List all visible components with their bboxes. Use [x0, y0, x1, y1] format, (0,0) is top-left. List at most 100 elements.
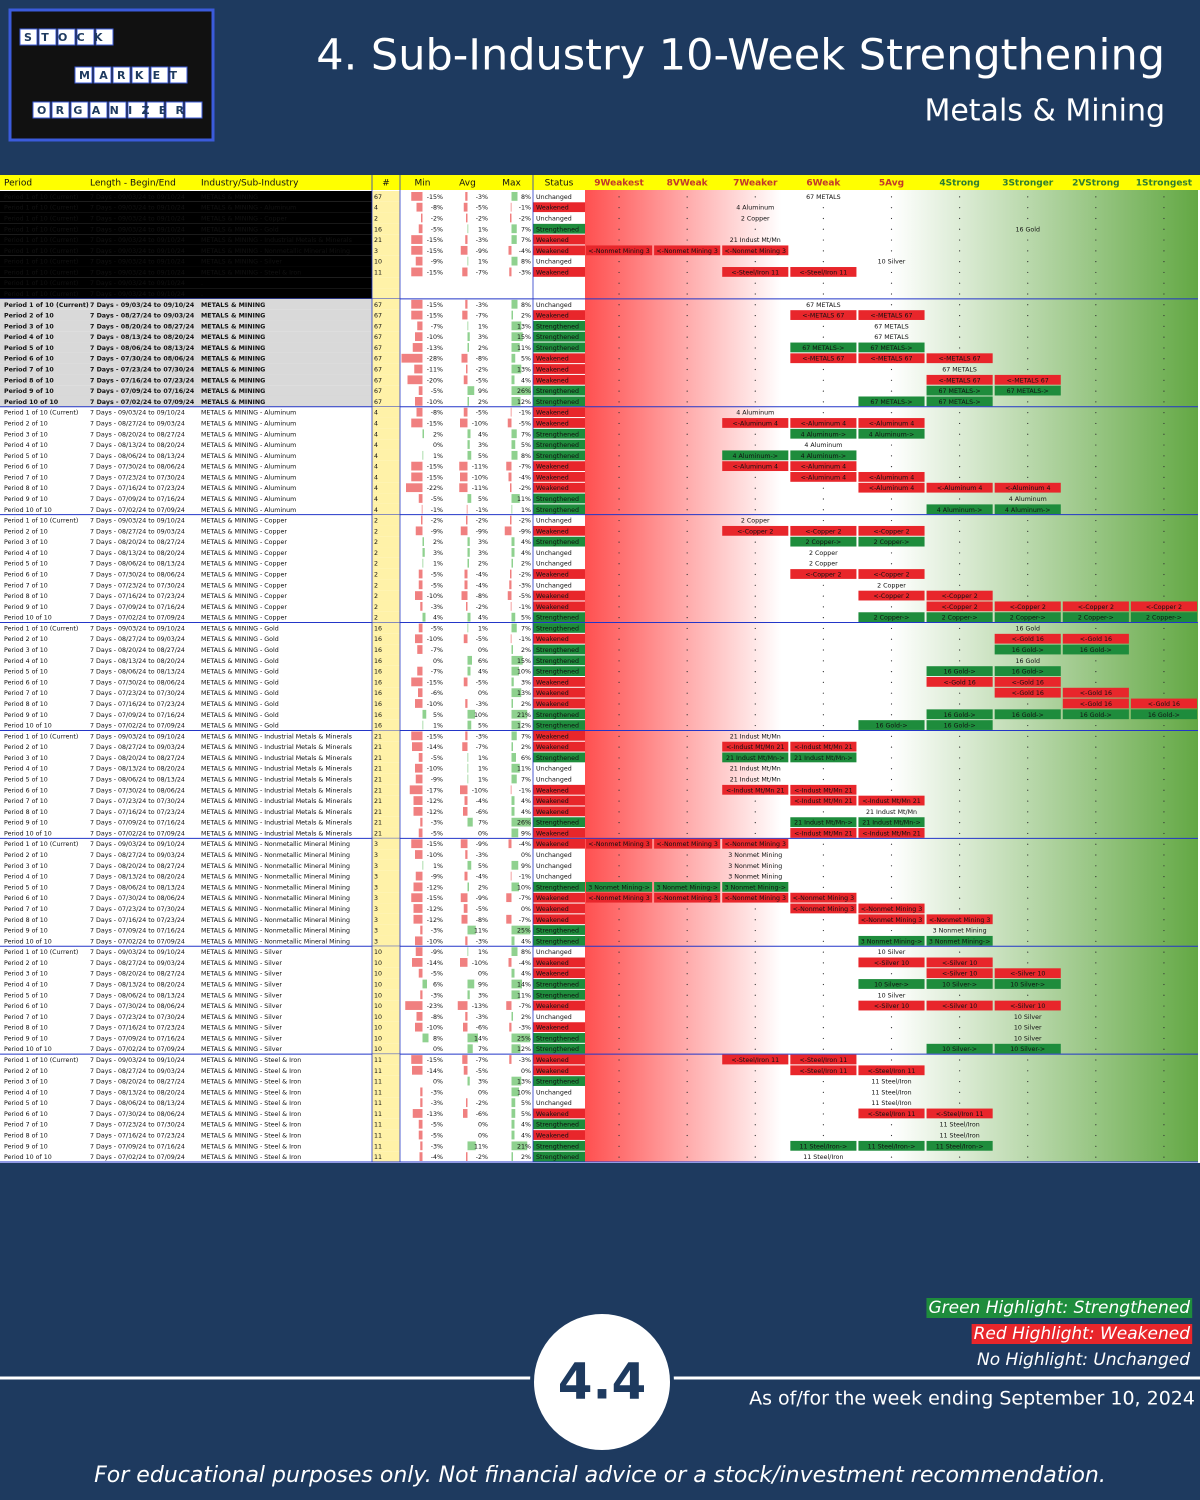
empty-dot [959, 843, 961, 845]
empty-dot [1095, 509, 1097, 511]
stat-bar [511, 990, 520, 1000]
empty-dot [959, 649, 961, 651]
rank-highlight [994, 385, 1061, 396]
rank-highlight [654, 838, 721, 849]
stat: -8% [476, 593, 488, 600]
count-bg [372, 827, 400, 839]
rank-highlight [858, 935, 925, 946]
stat-bar [413, 882, 423, 892]
empty-dot [686, 994, 688, 996]
empty-dot [1163, 843, 1165, 845]
empty-dot [1027, 239, 1029, 241]
stat: -7% [431, 647, 443, 654]
cell: 7 Days - 08/20/24 to 08/27/24 [90, 971, 185, 978]
rank-cell: 10 Silver-> [1010, 1046, 1045, 1053]
cell: 21 [374, 755, 382, 762]
empty-dot [1027, 261, 1029, 263]
stat-bar [511, 688, 522, 698]
empty-dot [822, 336, 824, 338]
stat: -7% [519, 895, 531, 902]
status-bg [533, 979, 585, 989]
count-bg [372, 903, 400, 914]
cell: 11 [374, 1122, 382, 1129]
empty-dot [686, 973, 688, 975]
stat-bar [466, 515, 468, 525]
empty-dot [1163, 509, 1165, 511]
count-bg [372, 493, 400, 504]
rank-cell: 16 Gold-> [1012, 647, 1044, 654]
rank-cell: 4 Aluminum-> [801, 453, 847, 460]
rank-cell: <-Aluminum 4 [733, 420, 778, 427]
stat: -4% [519, 474, 531, 481]
rank-cell: 3 Nonmet Mining-> [929, 938, 991, 945]
rank-cell: 16 Gold-> [1012, 669, 1044, 676]
cell: 11 [374, 1111, 382, 1118]
stat-bar [466, 213, 468, 223]
empty-dot [822, 940, 824, 942]
stat-bar [511, 1098, 516, 1108]
stat: -15% [427, 248, 443, 255]
summary-bg [0, 266, 372, 278]
cell: 2 [374, 539, 378, 546]
rank-highlight [858, 903, 925, 914]
stat-bar [510, 213, 512, 223]
stat: -2% [519, 485, 531, 492]
rank-highlight [858, 828, 925, 838]
stat-bar [511, 968, 515, 978]
status: Weakened [536, 485, 569, 492]
empty-dot [1095, 1037, 1097, 1040]
stat: -1% [519, 410, 531, 417]
empty-dot [754, 1048, 756, 1050]
empty-dot [822, 843, 824, 845]
rank-cell: <-Nonmet Mining 3 [793, 906, 855, 913]
stat-bar [463, 1022, 468, 1032]
cell: Period 3 of 10 [4, 755, 48, 762]
rank-cell: 21 Indust Mt/Mn [730, 237, 781, 244]
empty-dot [1095, 1005, 1097, 1007]
empty-dot [618, 1070, 620, 1072]
rank-highlight [586, 245, 653, 256]
status: Weakened [536, 528, 569, 535]
empty-dot [822, 1048, 824, 1050]
empty-dot [1027, 217, 1029, 220]
status-bg [533, 741, 585, 752]
cell: 7 Days - 08/20/24 to 08/27/24 [90, 539, 185, 546]
stat-bar [511, 310, 513, 320]
empty-dot [618, 325, 620, 327]
rank-cell: <-Gold 16 [1012, 679, 1044, 686]
empty-dot [890, 703, 893, 705]
cell: 21 [374, 766, 382, 773]
empty-dot [754, 1145, 756, 1147]
empty-dot [959, 217, 961, 220]
stat: -15% [427, 1057, 443, 1064]
rank-highlight [790, 461, 857, 472]
rank-cell: 21 Indust Mt/Mn [866, 809, 917, 816]
cell: 67 [374, 399, 382, 406]
empty-dot [618, 735, 620, 737]
stat-bar [511, 537, 515, 547]
stat-bar [465, 850, 468, 859]
stat: 0% [478, 690, 488, 697]
rank-cell: 4 Aluminum-> [801, 431, 847, 438]
rank-cell: <-Indust Mt/Mn 21 [794, 830, 853, 837]
empty-dot [1027, 746, 1029, 748]
empty-dot [890, 768, 893, 770]
empty-dot [618, 207, 620, 209]
empty-dot [618, 627, 620, 630]
cell: METALS & MINING - Copper [201, 518, 287, 525]
empty-dot [686, 595, 688, 597]
empty-dot [959, 638, 961, 640]
empty-dot [618, 1016, 620, 1018]
badge-text: 4.4 [558, 1353, 647, 1411]
rank-highlight [926, 374, 993, 385]
rank-highlight [722, 892, 789, 903]
table: Period Length - Begin/End Industry/Sub-Ind… [0, 175, 1198, 1163]
status: Unchanged [536, 259, 572, 266]
stat: -5% [431, 625, 443, 632]
stat: -5% [431, 582, 443, 589]
stat: -5% [431, 572, 443, 579]
count-bg [372, 784, 400, 796]
column-header: 8VWeak [667, 179, 709, 189]
rank-highlight [790, 342, 857, 353]
cell: . [201, 280, 203, 287]
